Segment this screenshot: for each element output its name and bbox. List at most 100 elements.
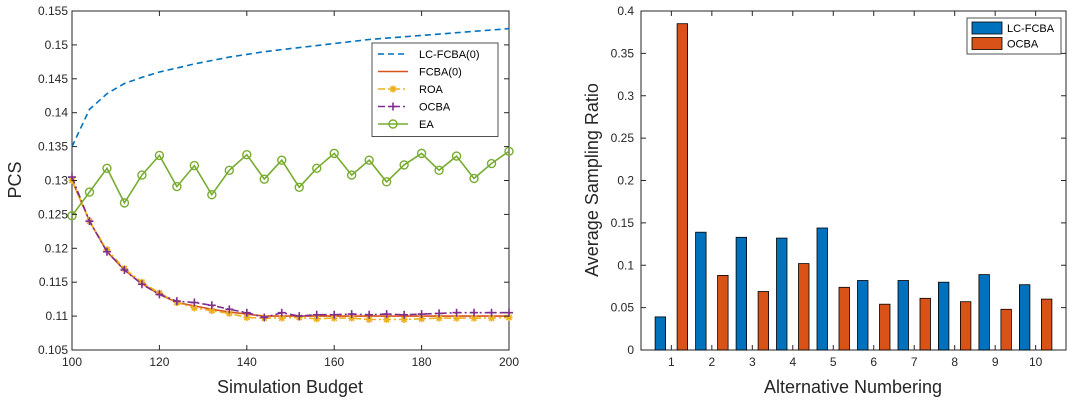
plot-area — [640, 10, 1067, 351]
y-axis-label: Average Sampling Ratio — [582, 83, 602, 277]
marker-circle — [242, 150, 252, 160]
marker-circle — [469, 173, 479, 184]
pcs-line-chart: 100 120 140 160 180 200 0.105 0.11 0.115 0.12 0.12… — [5, 4, 519, 397]
marker-asterisk — [383, 315, 391, 323]
y-tick-label: 0.145 — [38, 72, 68, 86]
series-OCBA — [68, 173, 513, 322]
marker-circle — [346, 170, 357, 180]
bar — [776, 237, 788, 351]
bar — [717, 274, 729, 351]
marker-plus — [260, 313, 269, 322]
legend: LC-FCBA(0) FCBA(0) ROA OCBA EA — [371, 42, 499, 137]
bar — [1000, 308, 1012, 351]
x-axis-label: Simulation Budget — [217, 377, 363, 397]
y-tick-label: 0.1 — [617, 258, 634, 272]
bar — [735, 236, 747, 351]
legend-entry: ROA — [419, 84, 444, 96]
marker-plus — [242, 308, 251, 317]
marker-plus — [347, 310, 356, 319]
x-tick-label: 180 — [412, 355, 432, 369]
bar — [816, 227, 828, 351]
marker-asterisk — [313, 315, 321, 323]
series-line — [71, 27, 510, 147]
marker-circle — [388, 119, 398, 129]
legend-entry: OCBA — [1007, 39, 1039, 51]
legend: LC-FCBA OCBA — [966, 17, 1062, 55]
series-LC-FCBA(0) — [71, 27, 510, 147]
legend-entry: FCBA(0) — [419, 67, 462, 79]
marker-plus — [312, 310, 321, 319]
marker-plus — [435, 309, 444, 318]
bar — [838, 286, 850, 351]
plot-bars — [654, 23, 1053, 351]
bar — [897, 280, 909, 351]
marker-circle — [312, 163, 322, 173]
marker-circle — [67, 211, 77, 221]
y-tick-label: 0.25 — [611, 131, 635, 145]
legend-entry: LC-FCBA(0) — [419, 49, 480, 61]
marker-circle — [84, 187, 95, 197]
marker-circle — [486, 158, 497, 169]
y-tick-label: 0.12 — [45, 241, 69, 255]
bar — [960, 301, 972, 351]
bar — [978, 274, 990, 351]
y-tick-label: 0.15 — [611, 216, 635, 230]
marker-circle — [451, 151, 462, 161]
marker-asterisk — [208, 307, 216, 315]
x-tick-label: 5 — [830, 355, 837, 369]
bar — [654, 316, 666, 351]
marker-plus — [207, 301, 216, 310]
marker-circle — [137, 170, 147, 180]
y-tick-label: 0.105 — [38, 343, 68, 357]
y-tick-label: 0.11 — [46, 309, 69, 323]
marker-asterisk — [225, 309, 233, 317]
x-tick-label: 160 — [324, 355, 344, 369]
marker-plus — [389, 102, 397, 111]
marker-plus — [452, 308, 461, 317]
legend-swatch — [971, 37, 1003, 50]
x-tick-label: 140 — [237, 355, 257, 369]
marker-circle — [294, 182, 304, 192]
axes: 100 120 140 160 180 200 0.105 0.11 0.115 0.12 0.12… — [38, 4, 519, 369]
marker-circle — [189, 160, 200, 171]
legend-entry: LC-FCBA — [1007, 23, 1055, 35]
bar — [676, 23, 688, 351]
marker-circle — [399, 160, 409, 170]
y-tick-label: 0.15 — [45, 38, 69, 52]
marker-circle — [416, 148, 427, 159]
marker-asterisk — [278, 314, 286, 322]
y-tick-label: 0.05 — [611, 301, 635, 315]
marker-asterisk — [348, 314, 356, 322]
marker-circle — [172, 181, 182, 192]
x-tick-label: 4 — [789, 355, 796, 369]
y-tick-label: 0.135 — [38, 140, 68, 154]
legend-swatch — [971, 21, 1003, 35]
y-tick-label: 0.13 — [45, 174, 69, 188]
x-axis-label: Alternative Numbering — [764, 377, 942, 397]
x-tick-label: 6 — [870, 355, 877, 369]
bar — [798, 263, 810, 351]
marker-plus — [68, 173, 76, 182]
marker-plus — [102, 247, 111, 256]
marker-circle — [329, 148, 339, 159]
marker-plus — [190, 298, 199, 307]
marker-plus — [365, 310, 374, 319]
marker-plus — [277, 308, 286, 317]
marker-asterisk — [190, 304, 198, 312]
marker-asterisk — [453, 314, 461, 322]
bar — [879, 303, 891, 351]
y-tick-label: 0.14 — [45, 106, 69, 120]
bar — [1041, 298, 1053, 351]
x-tick-label: 1 — [668, 355, 675, 369]
marker-plus — [155, 290, 164, 299]
series-EA — [67, 146, 514, 221]
plot-lines — [67, 27, 514, 323]
marker-asterisk — [243, 313, 251, 321]
bar — [938, 281, 950, 351]
marker-circle — [102, 163, 112, 173]
marker-circle — [504, 146, 514, 157]
x-tick-label: 200 — [499, 355, 519, 369]
marker-circle — [119, 198, 130, 208]
legend-entry: EA — [419, 119, 434, 131]
